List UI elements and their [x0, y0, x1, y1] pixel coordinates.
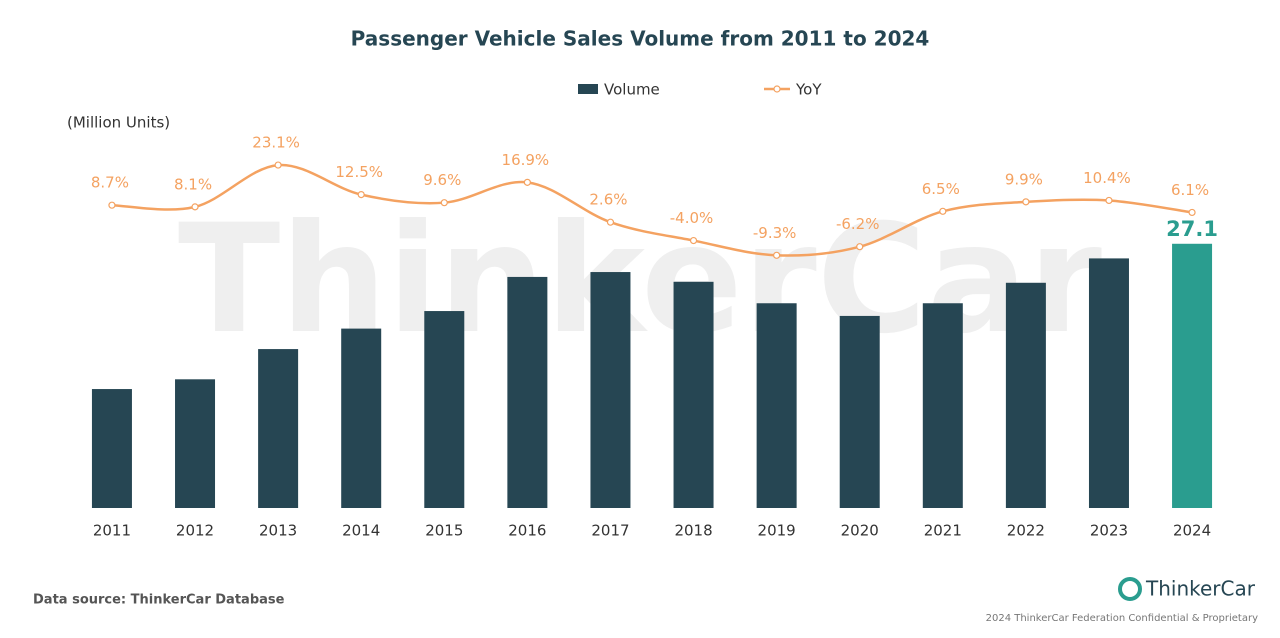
- data-label: 16.9%: [502, 151, 550, 169]
- x-tick-label: 2020: [841, 522, 879, 540]
- data-label: 8.7%: [91, 174, 129, 192]
- line: [111, 163, 1193, 257]
- line-marker: [773, 251, 781, 259]
- line-marker: [856, 243, 864, 251]
- x-tick-label: 2023: [1090, 522, 1128, 540]
- data-label: 10.4%: [1083, 169, 1131, 187]
- line-marker: [1022, 198, 1030, 206]
- data-label: 6.1%: [1171, 181, 1209, 199]
- bar: [922, 303, 963, 508]
- bar: [341, 328, 382, 508]
- data-label: 27.1: [1166, 217, 1218, 241]
- data-label: 2.6%: [589, 191, 627, 209]
- data-label: 8.1%: [174, 175, 212, 193]
- line-marker: [939, 207, 947, 215]
- legend-swatch: [773, 85, 781, 93]
- data-label: 23.1%: [252, 134, 300, 152]
- data-label: 9.9%: [1005, 170, 1043, 188]
- source: Data source: ThinkerCar Database: [33, 593, 285, 608]
- x-tick-label: 2015: [425, 522, 463, 540]
- x-tick-label: 2018: [674, 522, 712, 540]
- legend-label: Volume: [604, 81, 660, 99]
- data-label: 9.6%: [423, 171, 461, 189]
- line-marker: [606, 218, 615, 226]
- data-label: -4.0%: [670, 209, 714, 227]
- x-tick-label: 2013: [259, 522, 297, 540]
- bar: [258, 349, 299, 508]
- data-label: -9.3%: [753, 224, 797, 242]
- x-tick-label: 2012: [176, 522, 214, 540]
- line-marker: [1188, 208, 1196, 217]
- line-marker: [191, 203, 199, 211]
- data-label: 12.5%: [335, 163, 383, 181]
- bar: [756, 303, 797, 508]
- line-marker: [1105, 196, 1113, 205]
- watermark: ThinkerCar: [178, 193, 1102, 367]
- x-tick-label: 2024: [1173, 522, 1211, 540]
- chart-title: Passenger Vehicle Sales Volume from 2011…: [351, 27, 930, 51]
- bar: [1088, 258, 1129, 508]
- bar: [424, 311, 465, 508]
- footer: 2024 ThinkerCar Federation Confidential …: [986, 613, 1258, 624]
- bar: [673, 281, 714, 508]
- x-tick-label: 2014: [342, 522, 380, 540]
- x-tick-label: 2016: [508, 522, 546, 540]
- line-marker: [357, 191, 365, 199]
- x-tick-label: 2022: [1007, 522, 1045, 540]
- bar: [590, 272, 631, 508]
- line-marker: [689, 236, 698, 245]
- data-label: -6.2%: [836, 215, 880, 233]
- data-label: 6.5%: [922, 180, 960, 198]
- brand: ThinkerCar: [1145, 577, 1256, 601]
- y-axis-label: (Million Units): [67, 114, 170, 132]
- x-tick-label: 2019: [758, 522, 796, 540]
- line-marker: [440, 199, 448, 207]
- bar: [507, 276, 548, 508]
- line-marker: [108, 201, 116, 209]
- bar: [839, 315, 880, 508]
- legend-label: YoY: [795, 81, 822, 99]
- bar: [1005, 282, 1046, 508]
- x-tick-label: 2017: [591, 522, 629, 540]
- line-marker: [274, 161, 282, 169]
- x-tick-label: 2011: [93, 522, 131, 540]
- bar: [175, 379, 216, 508]
- x-tick-label: 2021: [924, 522, 962, 540]
- bar: [1172, 243, 1213, 508]
- brand-logo: [1118, 577, 1142, 601]
- line-marker: [523, 178, 531, 186]
- legend-swatch: [578, 84, 598, 94]
- bar: [91, 389, 132, 508]
